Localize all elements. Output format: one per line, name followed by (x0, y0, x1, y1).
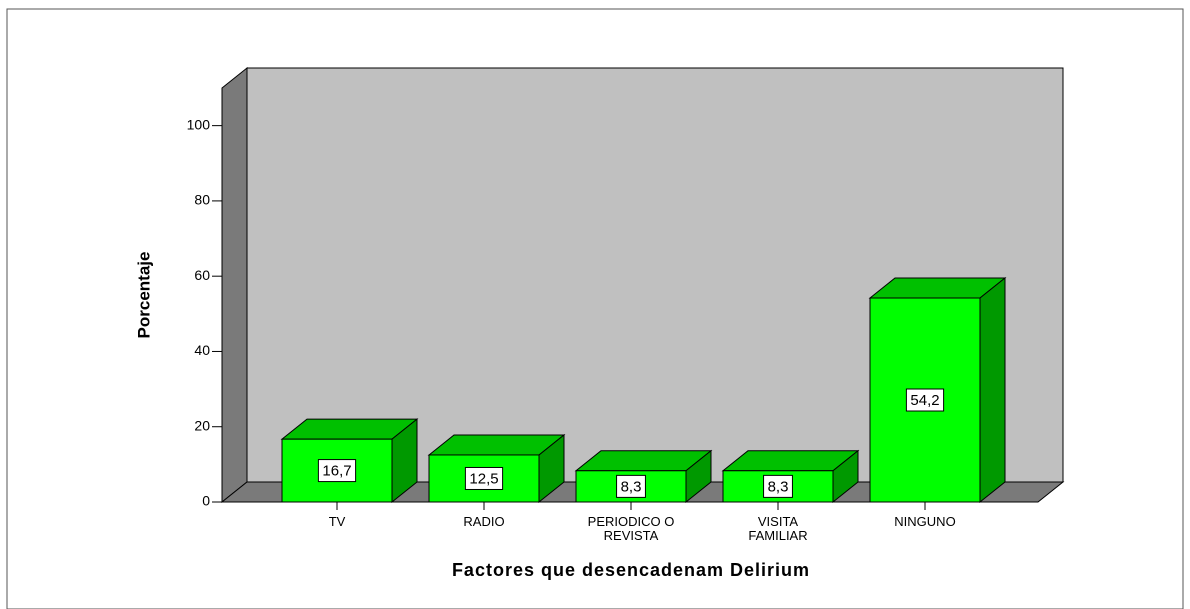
bar-side (979, 276, 1006, 504)
value-label: 16,7 (322, 463, 351, 480)
value-label-box (464, 466, 504, 490)
y-tick-label: 0 (202, 493, 210, 509)
value-label: 8,3 (621, 478, 642, 495)
value-label: 8,3 (768, 478, 789, 495)
y-tick-label: 100 (187, 116, 211, 132)
value-label: 54,2 (910, 392, 939, 409)
y-tick-label: 40 (194, 342, 210, 358)
value-label-box (905, 388, 945, 412)
x-tick-label: PERIODICO O REVISTA (587, 514, 675, 543)
x-axis-label: Factores que desencadenam Delirium (452, 560, 810, 580)
value-label-box (763, 474, 793, 498)
y-tick-label: 20 (194, 417, 210, 433)
x-tick-label: VISITA FAMILIAR (748, 514, 808, 543)
value-label-box (616, 474, 646, 498)
x-tick-label: NINGUNO (894, 514, 956, 529)
x-tick-label: RADIO (463, 514, 505, 529)
y-tick-label: 80 (194, 192, 210, 208)
y-tick-label: 60 (194, 267, 210, 283)
value-label: 12,5 (469, 470, 498, 487)
value-label-box (317, 459, 357, 483)
x-tick-label: TV (328, 514, 346, 529)
left-wall (221, 66, 248, 504)
y-axis-label: Porcentaje (134, 252, 153, 339)
